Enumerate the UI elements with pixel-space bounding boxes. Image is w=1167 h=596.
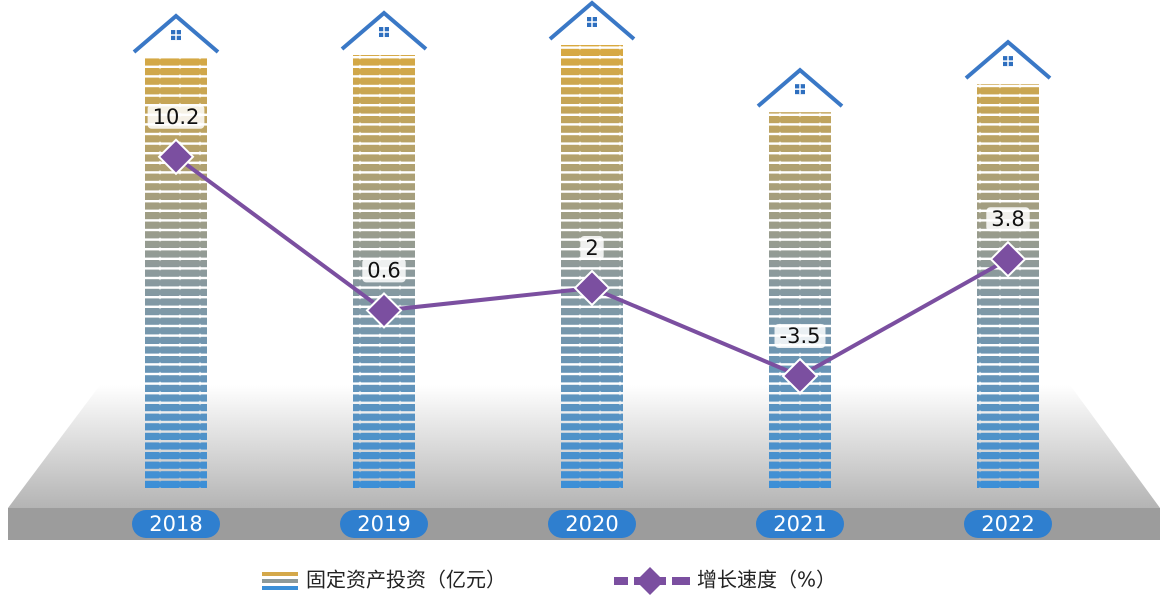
label-bg bbox=[774, 324, 826, 348]
marker bbox=[365, 291, 403, 329]
marker bbox=[573, 269, 611, 307]
x-tick-label: 2022 bbox=[981, 512, 1034, 536]
data-label: -3.5 bbox=[780, 324, 821, 348]
x-tick-label: 2019 bbox=[357, 512, 410, 536]
label-bg bbox=[986, 207, 1030, 232]
x-tick-label: 2021 bbox=[773, 512, 826, 536]
legend-label: 固定资产投资（亿元） bbox=[306, 568, 506, 592]
x-tick-label: 2020 bbox=[565, 512, 618, 536]
data-label: 0.6 bbox=[367, 258, 400, 282]
bar bbox=[561, 45, 623, 489]
roof bbox=[756, 67, 844, 108]
roof bbox=[548, 0, 636, 41]
x-tick-label: 2018 bbox=[149, 512, 202, 536]
data-label: 3.8 bbox=[991, 207, 1024, 231]
marker bbox=[781, 357, 819, 395]
x-tick-pill bbox=[132, 510, 220, 538]
legend-icon bbox=[636, 567, 664, 595]
marker bbox=[989, 240, 1027, 278]
marker bbox=[157, 138, 195, 176]
legend-icon bbox=[262, 572, 298, 576]
bar bbox=[769, 112, 831, 489]
label-bg bbox=[362, 258, 406, 283]
bar bbox=[145, 58, 207, 489]
legend-icon bbox=[262, 586, 298, 590]
legend: 固定资产投资（亿元） 增长速度（%） bbox=[262, 567, 836, 595]
label-bg bbox=[147, 104, 205, 129]
line-layer: 10.2 0.6 2 -3.5 3.8 bbox=[147, 104, 1030, 395]
x-tick-pill bbox=[340, 510, 428, 538]
roof bbox=[964, 39, 1052, 80]
legend-label: 增长速度（%） bbox=[697, 568, 836, 592]
roof bbox=[340, 10, 428, 51]
x-tick-pill bbox=[756, 510, 844, 538]
x-tick-pill bbox=[964, 510, 1052, 538]
data-label: 10.2 bbox=[153, 105, 200, 129]
x-tick-pill bbox=[548, 510, 636, 538]
roof bbox=[132, 13, 220, 54]
data-label: 2 bbox=[585, 236, 598, 260]
label-bg bbox=[580, 236, 604, 260]
legend-icon bbox=[262, 579, 298, 583]
bar bbox=[977, 84, 1039, 489]
